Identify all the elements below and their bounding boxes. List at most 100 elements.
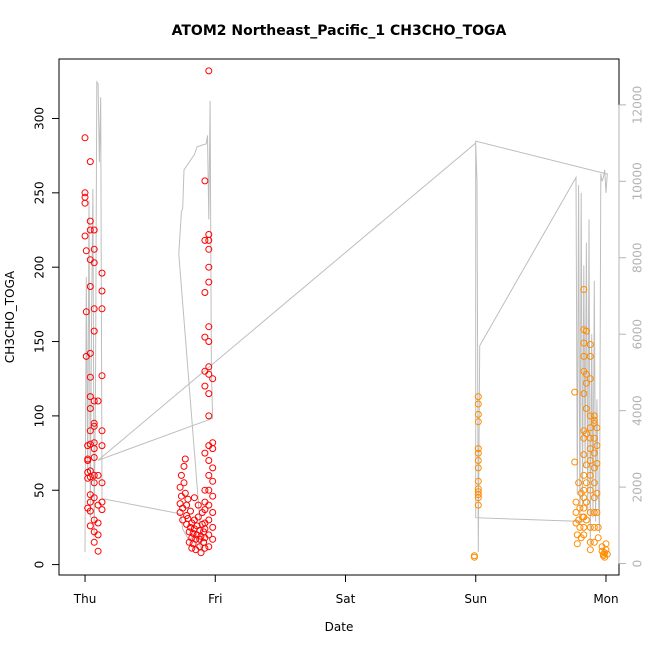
data-point-s1-118 (201, 525, 209, 533)
data-point-s1-55 (98, 269, 106, 277)
data-point-s1-123 (205, 236, 213, 244)
data-point-s1-61 (98, 479, 106, 487)
data-point-s1-36 (90, 327, 98, 335)
y-tick-label: 0 (33, 561, 47, 569)
data-point-s2-86 (594, 523, 602, 531)
x-axis-label: Date (325, 620, 354, 634)
data-point-s1-50 (94, 471, 102, 479)
data-point-s2-80 (590, 538, 598, 546)
data-point-s1-5 (81, 232, 89, 240)
data-point-s1-22 (86, 393, 94, 401)
data-point-s2-58 (586, 375, 594, 383)
data-point-s2-63 (586, 457, 594, 464)
data-point-s1-147 (209, 509, 217, 516)
y2-tick-label: 12000 (631, 86, 645, 124)
data-point-s2-48 (582, 370, 590, 378)
data-point-s2-19 (572, 498, 580, 506)
data-point-s2-16 (474, 501, 482, 509)
data-point-s1-66 (176, 483, 184, 491)
data-point-s2-69 (586, 546, 594, 554)
data-point-s1-116 (201, 506, 209, 514)
data-point-s1-126 (205, 278, 213, 286)
data-point-s2-79 (590, 523, 598, 531)
data-point-s1-108 (201, 236, 209, 244)
y-axis-label: CH3CHO_TOGA (3, 270, 17, 363)
data-point-s2-24 (575, 479, 583, 487)
data-point-s1-11 (84, 457, 92, 464)
y-tick-label: 50 (33, 483, 47, 498)
data-point-s2-20 (572, 509, 580, 516)
data-point-s2-83 (593, 460, 601, 467)
data-point-s2-5 (474, 410, 482, 418)
data-point-s1-4 (81, 199, 89, 207)
data-point-s2-82 (593, 442, 601, 450)
x-tick-label: Sat (336, 592, 356, 606)
data-point-s2-76 (590, 479, 598, 487)
data-point-s2-40 (580, 471, 588, 479)
data-point-s1-62 (98, 498, 106, 506)
data-point-s1-57 (98, 305, 106, 313)
data-point-s2-81 (593, 424, 601, 432)
data-point-s2-71 (590, 416, 598, 424)
data-point-s2-65 (586, 486, 594, 494)
data-point-s2-52 (582, 461, 590, 469)
data-point-s1-83 (187, 523, 194, 531)
data-point-s1-125 (205, 263, 213, 271)
data-point-s2-23 (573, 540, 581, 548)
data-point-s1-109 (201, 289, 209, 296)
data-point-s1-80 (185, 528, 193, 536)
data-point-s1-37 (90, 397, 98, 405)
data-point-s2-36 (580, 390, 588, 398)
data-point-s1-35 (90, 305, 98, 313)
data-point-s2-46 (580, 531, 588, 539)
data-point-s2-60 (586, 424, 594, 432)
data-point-s1-137 (205, 501, 213, 509)
data-point-s1-134 (205, 457, 213, 464)
data-point-s1-87 (189, 529, 197, 537)
data-point-s2-85 (593, 509, 601, 516)
data-point-s2-67 (586, 523, 594, 531)
data-point-s1-58 (98, 372, 106, 380)
x-tick-label: Sun (464, 592, 487, 606)
data-point-s2-55 (582, 516, 590, 524)
y2-tick-label: 0 (631, 560, 645, 568)
data-point-s1-19 (86, 283, 94, 290)
data-point-s2-43 (580, 504, 588, 512)
data-point-s2-73 (590, 434, 598, 442)
data-point-s1-107 (201, 177, 209, 185)
data-point-s1-52 (94, 519, 102, 527)
data-point-s1-7 (82, 308, 90, 316)
data-point-s1-21 (86, 373, 94, 381)
data-point-s2-27 (576, 523, 584, 531)
data-point-s1-15 (86, 158, 94, 166)
data-point-s1-124 (205, 245, 213, 253)
data-point-s1-145 (209, 477, 217, 485)
data-point-s1-44 (90, 479, 98, 487)
data-point-s1-49 (94, 397, 102, 405)
data-point-s2-51 (582, 430, 590, 438)
data-point-s2-87 (594, 534, 602, 542)
data-point-s2-10 (474, 464, 482, 472)
data-point-s1-17 (86, 226, 94, 234)
data-point-s1-67 (177, 471, 185, 479)
data-point-s1-131 (205, 390, 213, 398)
data-point-s2-68 (586, 538, 594, 546)
data-point-s2-11 (474, 477, 482, 485)
x-tick-label: Thu (73, 592, 97, 606)
plot-frame (58, 58, 620, 576)
data-point-s1-30 (86, 507, 94, 515)
data-point-s1-53 (94, 531, 102, 539)
y2-tick-label: 6000 (631, 319, 645, 350)
data-point-s2-26 (576, 504, 584, 512)
data-point-s2-62 (586, 445, 594, 453)
data-point-s1-6 (82, 247, 90, 255)
data-point-s1-110 (201, 333, 209, 341)
data-point-s2-9 (474, 457, 482, 464)
y-tick-label: 300 (33, 107, 47, 130)
data-point-s1-38 (90, 419, 98, 427)
data-point-s2-77 (590, 494, 598, 502)
data-point-s1-120 (201, 544, 209, 552)
points-layer (81, 67, 611, 561)
data-point-s2-95 (602, 540, 610, 548)
